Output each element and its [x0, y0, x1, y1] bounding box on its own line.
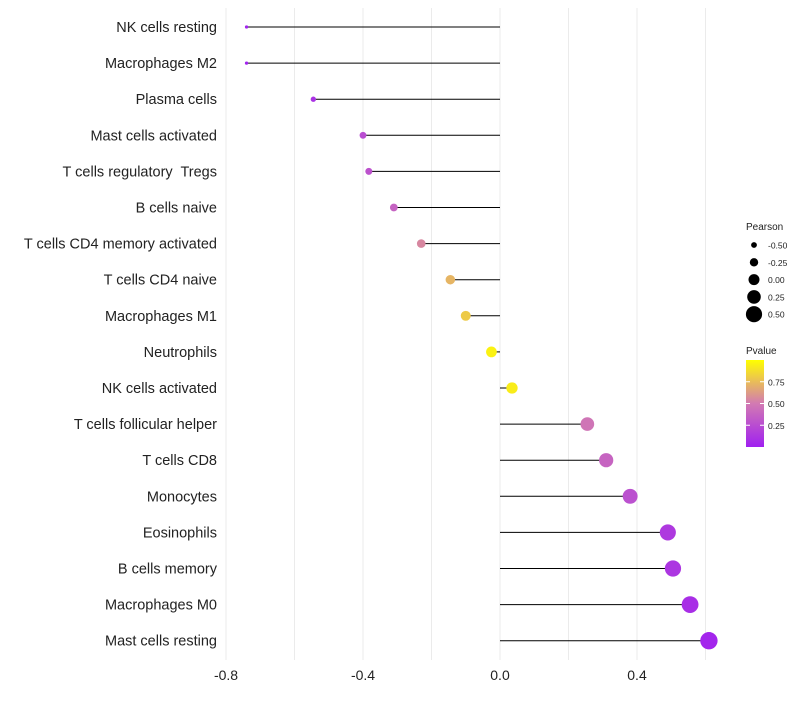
category-label: Macrophages M1 [105, 309, 217, 325]
category-label: B cells memory [118, 562, 218, 578]
color-legend-label: 0.25 [768, 421, 785, 431]
category-label: T cells CD8 [142, 453, 217, 469]
color-legend-title: Pvalue [746, 346, 777, 357]
category-label: Eosinophils [143, 525, 217, 541]
size-legend-key [751, 242, 757, 248]
category-label: Neutrophils [144, 345, 217, 361]
category-label: NK cells resting [116, 20, 217, 36]
size-legend-key [747, 290, 761, 304]
data-point [445, 274, 456, 285]
dots [244, 25, 718, 650]
category-label: T cells regulatory Tregs [63, 164, 217, 180]
size-legend-label: 0.25 [768, 292, 785, 302]
stems [246, 26, 709, 642]
data-point [580, 417, 595, 431]
data-point [359, 131, 367, 139]
data-point [365, 167, 373, 175]
data-point [244, 25, 249, 29]
category-label: T cells follicular helper [74, 417, 217, 433]
size-legend: Pearson -0.50 -0.25 0.00 0.25 0.50 [745, 222, 788, 323]
category-label: Monocytes [147, 489, 217, 505]
size-legend-key [745, 306, 763, 323]
size-legend-key [748, 274, 760, 286]
size-legend-label: 0.00 [768, 275, 785, 285]
color-legend: Pvalue 0.75 0.50 0.25 [746, 346, 785, 447]
data-point [599, 453, 614, 468]
data-point [506, 382, 518, 394]
data-point [700, 632, 718, 650]
size-legend-title: Pearson [746, 222, 783, 233]
category-label: NK cells activated [102, 381, 217, 397]
x-tick-label: -0.8 [214, 667, 238, 683]
color-legend-bar [746, 360, 764, 447]
category-label: Macrophages M0 [105, 598, 217, 614]
category-label: B cells naive [136, 201, 217, 217]
x-tick-label: -0.4 [351, 667, 375, 683]
category-label: Plasma cells [136, 92, 217, 108]
data-point [681, 596, 699, 613]
x-tick-label: 0.0 [490, 667, 510, 683]
data-point [486, 346, 497, 358]
size-legend-label: -0.50 [768, 241, 788, 251]
size-legend-label: 0.50 [768, 310, 785, 320]
grid-lines [225, 8, 706, 660]
data-point [659, 524, 676, 541]
data-point [460, 310, 471, 321]
category-label: Mast cells resting [105, 634, 217, 650]
category-label: T cells CD4 memory activated [24, 237, 217, 253]
data-point [416, 239, 426, 248]
data-point [310, 96, 317, 102]
x-tick-labels: -0.8 -0.4 0.0 0.4 [214, 667, 647, 683]
category-label: T cells CD4 naive [104, 273, 217, 289]
category-labels: NK cells resting Macrophages M2 Plasma cel… [24, 20, 218, 650]
category-label: Macrophages M2 [105, 56, 217, 72]
data-point [244, 61, 249, 65]
data-point [622, 488, 638, 504]
size-legend-label: -0.25 [768, 258, 788, 268]
x-tick-label: 0.4 [627, 667, 647, 683]
size-legend-key [749, 258, 759, 267]
category-label: Mast cells activated [90, 128, 217, 144]
data-point [664, 560, 682, 577]
color-legend-label: 0.75 [768, 377, 785, 387]
color-legend-label: 0.50 [768, 399, 785, 409]
data-point [389, 203, 398, 212]
